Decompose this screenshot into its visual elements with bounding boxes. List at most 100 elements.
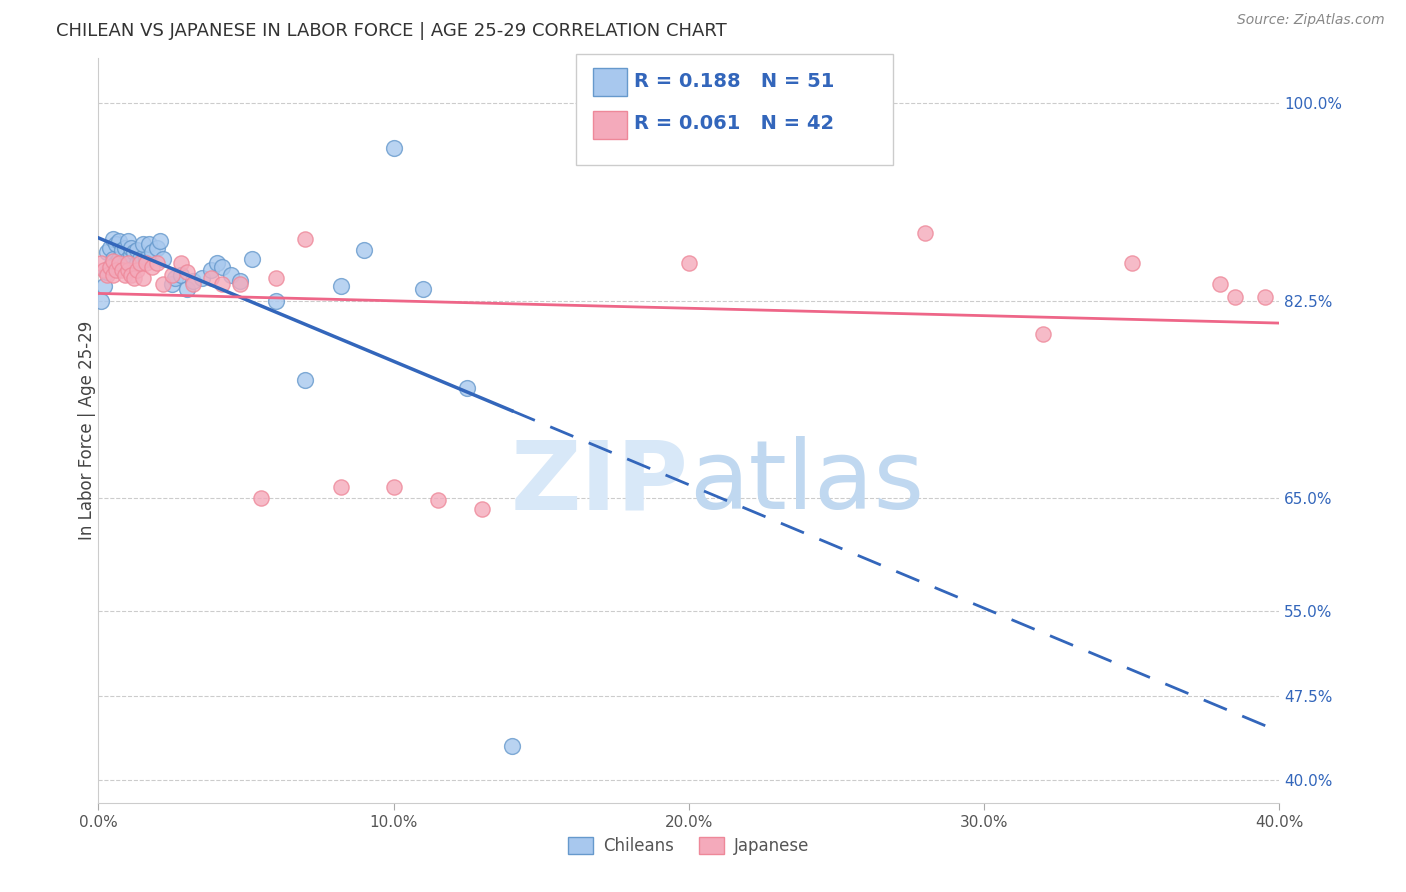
Point: [141, 260, 163, 274]
Point: [329, 480, 352, 494]
Point: [117, 234, 139, 248]
Point: [1121, 256, 1143, 270]
Point: [176, 265, 198, 279]
Point: [125, 263, 148, 277]
Legend: Chileans, Japanese: Chileans, Japanese: [561, 830, 817, 862]
Point: [117, 252, 139, 266]
Point: [93, 263, 115, 277]
Point: [176, 282, 198, 296]
Point: [105, 237, 128, 252]
Point: [427, 493, 450, 508]
Point: [229, 274, 252, 288]
Point: [111, 263, 134, 277]
Point: [117, 263, 139, 277]
Point: [149, 234, 172, 248]
Point: [152, 277, 174, 291]
Text: R = 0.061   N = 42: R = 0.061 N = 42: [634, 114, 834, 134]
Point: [120, 248, 142, 262]
Point: [678, 256, 700, 270]
Text: R = 0.188   N = 51: R = 0.188 N = 51: [634, 71, 835, 91]
Point: [105, 263, 128, 277]
Point: [211, 277, 233, 291]
Point: [132, 237, 155, 252]
Point: [264, 293, 287, 308]
Point: [103, 252, 125, 266]
Point: [96, 265, 118, 279]
Point: [114, 256, 136, 270]
Point: [221, 268, 243, 282]
Point: [111, 243, 134, 257]
Point: [170, 256, 193, 270]
Point: [181, 277, 204, 291]
Point: [103, 254, 125, 268]
Point: [141, 245, 163, 260]
Point: [211, 260, 233, 274]
Point: [135, 252, 157, 266]
Point: [329, 279, 352, 293]
Point: [162, 277, 183, 291]
Point: [382, 480, 405, 494]
Point: [103, 231, 125, 245]
Point: [250, 491, 273, 505]
Point: [96, 268, 118, 282]
Point: [240, 252, 263, 266]
Point: [1032, 327, 1054, 342]
Point: [914, 226, 936, 240]
Point: [128, 256, 150, 270]
Point: [191, 271, 214, 285]
Point: [353, 243, 375, 257]
Point: [98, 241, 121, 255]
Y-axis label: In Labor Force | Age 25-29: In Labor Force | Age 25-29: [79, 321, 96, 540]
Point: [90, 256, 112, 270]
Point: [294, 231, 316, 245]
Point: [146, 241, 169, 255]
Point: [122, 271, 145, 285]
Point: [170, 268, 193, 282]
Point: [1225, 290, 1247, 304]
Point: [120, 241, 142, 255]
Point: [501, 739, 523, 754]
Point: [200, 271, 222, 285]
Point: [114, 241, 136, 255]
Point: [294, 373, 316, 387]
Point: [98, 260, 121, 274]
Point: [138, 237, 160, 252]
Text: CHILEAN VS JAPANESE IN LABOR FORCE | AGE 25-29 CORRELATION CHART: CHILEAN VS JAPANESE IN LABOR FORCE | AGE…: [56, 22, 727, 40]
Point: [152, 252, 174, 266]
Point: [98, 260, 121, 274]
Point: [114, 268, 136, 282]
Point: [382, 141, 405, 155]
Text: atlas: atlas: [689, 436, 924, 529]
Point: [90, 293, 112, 308]
Point: [120, 268, 142, 282]
Point: [125, 243, 148, 257]
Point: [1254, 290, 1277, 304]
Point: [128, 252, 150, 266]
Text: ZIP: ZIP: [510, 436, 689, 529]
Point: [457, 380, 479, 394]
Point: [108, 256, 131, 270]
Point: [200, 263, 222, 277]
Point: [412, 282, 434, 296]
Point: [264, 271, 287, 285]
Point: [122, 245, 145, 260]
Point: [165, 271, 187, 285]
Point: [135, 256, 157, 270]
Point: [125, 256, 148, 270]
Point: [93, 279, 115, 293]
Point: [132, 271, 155, 285]
Point: [471, 502, 494, 516]
Point: [117, 256, 139, 270]
Point: [1209, 277, 1232, 291]
Point: [111, 260, 134, 274]
Point: [108, 234, 131, 248]
Point: [146, 256, 169, 270]
Point: [103, 268, 125, 282]
Point: [105, 256, 128, 270]
Point: [229, 277, 252, 291]
Text: Source: ZipAtlas.com: Source: ZipAtlas.com: [1237, 13, 1385, 28]
Point: [205, 256, 228, 270]
Point: [162, 268, 183, 282]
Point: [108, 252, 131, 266]
Point: [96, 245, 118, 260]
